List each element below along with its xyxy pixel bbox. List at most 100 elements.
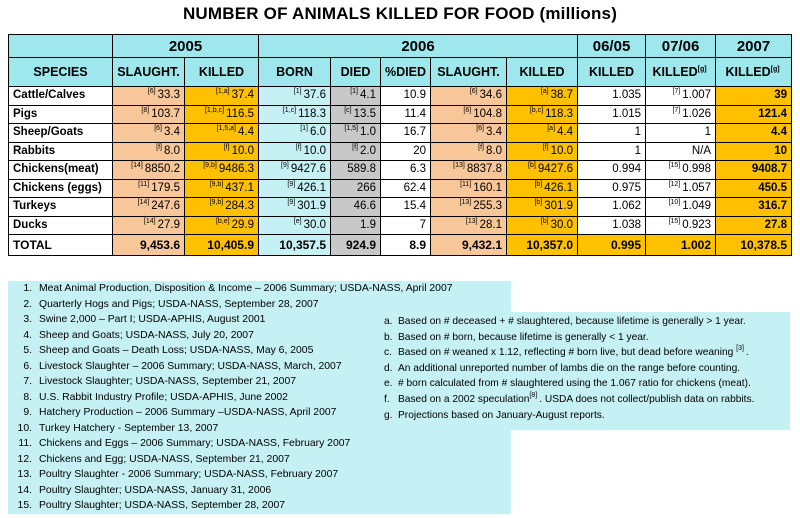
died-ref: [1,5] [344, 125, 358, 133]
species-cell: Cattle/Calves [8, 86, 113, 106]
header-died: DIED [330, 57, 381, 87]
total-born: 10,357.5 [258, 234, 331, 256]
reference-item: 10. Turkey Hatchery - September 13, 2007 [8, 421, 511, 437]
reference-item: 15. Poultry Slaughter; USDA-NASS, Septemb… [8, 498, 511, 514]
slaught-2005-cell: [14] 247.6 [112, 197, 185, 217]
reference-text: Poultry Slaughter; USDA-NASS, September … [39, 500, 286, 511]
slaught-2006-value: 34.6 [479, 89, 502, 102]
killed-2007-value: 39 [774, 89, 788, 102]
note-letter: a. [384, 316, 393, 327]
header-killed-2006: KILLED [505, 57, 579, 87]
ratio-0706-cell: [15] 0.998 [645, 160, 717, 180]
born-value: 6.0 [310, 126, 326, 139]
killed-2006-cell: [f] 10.0 [505, 141, 579, 161]
slaught-2005-cell: [6] 3.4 [112, 123, 185, 143]
died-cell: [1] 4.1 [330, 86, 381, 106]
header-killed-2007-text: KILLED [725, 64, 771, 79]
killed-2005-value: 4.4 [238, 126, 254, 139]
died-cell: 266 [330, 178, 381, 198]
killed-2007-value: 316.7 [758, 200, 788, 213]
reference-number: 3. [23, 314, 32, 325]
died-value: 589.8 [347, 163, 376, 176]
header-killed-2007-ref: [g] [770, 65, 780, 73]
born-cell: [f] 10.0 [258, 141, 331, 161]
killed-2005-cell: [9,b] 437.1 [184, 178, 259, 198]
ratio-0605-value: 0.994 [612, 163, 642, 176]
species-cell: Pigs [8, 104, 113, 124]
slaught-2006-cell: [13] 255.3 [430, 197, 507, 217]
killed-2006-cell: [b,c] 118.3 [505, 104, 579, 124]
note-text: An additional unreported number of lambs… [398, 362, 741, 374]
killed-2005-cell: [f] 10.0 [184, 141, 259, 161]
killed-2007-cell: 10 [715, 141, 793, 161]
header-killed-0706: KILLED[g] [645, 57, 717, 87]
killed-2006-value: 38.7 [550, 89, 574, 102]
total-killed-2006: 10,357.0 [505, 234, 579, 256]
reference-item: 2. Quarterly Hogs and Pigs; USDA-NASS, Se… [8, 297, 511, 313]
killed-2007-cell: 316.7 [715, 197, 793, 217]
reference-text: Quarterly Hogs and Pigs; USDA-NASS, Sept… [39, 298, 319, 310]
pct-died-value: 15.4 [403, 200, 426, 213]
reference-number: 14. [17, 484, 32, 496]
died-value: 4.1 [360, 89, 376, 102]
note-item: b. Based on # born, because lifetime is g… [384, 330, 790, 346]
slaught-2006-value: 255.3 [473, 200, 502, 213]
born-cell: [9] 301.9 [258, 197, 331, 217]
total-slaught-2006: 9,432.1 [430, 234, 507, 256]
slaught-2005-ref: [f] [156, 143, 162, 151]
references-list: 1. Meat Animal Production, Disposition & … [8, 281, 511, 514]
reference-item: 14. Poultry Slaughter; USDA-NASS, January… [8, 483, 511, 499]
killed-2007-value: 121.4 [758, 107, 788, 120]
slaught-2006-ref: [13] [459, 199, 472, 207]
slaught-2005-ref: [6] [154, 125, 162, 133]
reference-number: 7. [23, 376, 32, 387]
ratio-0706-cell: [7] 1.026 [645, 104, 717, 124]
slaught-2006-ref: [6] [463, 106, 472, 114]
total-killed-2005: 10,405.9 [184, 234, 259, 256]
ratio-0706-value: 0.998 [682, 163, 712, 176]
slaught-2005-value: 33.3 [157, 89, 180, 102]
pct-died-cell: 20 [380, 141, 431, 161]
reference-item: 4. Sheep and Goats; USDA-NASS, July 20, 2… [8, 328, 511, 344]
title-units: (millions) [539, 4, 618, 23]
born-cell: [1] 6.0 [258, 123, 331, 143]
ratio-0605-value: 1 [634, 144, 642, 157]
killed-2005-value: 37.4 [231, 89, 254, 102]
column-header-row: SPECIES SLAUGHT. KILLED BORN DIED %DIED … [8, 57, 793, 87]
slaught-2006-ref: [13] [453, 162, 465, 170]
born-ref: [1] [293, 88, 302, 96]
header-killed-0706-text: KILLED [652, 64, 698, 79]
reference-item: 12. Chickens and Egg; USDA-NASS, Septembe… [8, 452, 511, 468]
total-label: TOTAL [8, 234, 113, 256]
note-item: c. Based on # weaned x 1.12, reflecting #… [384, 345, 790, 361]
pct-died-cell: 16.7 [380, 123, 431, 143]
slaught-2005-cell: [14] 27.9 [112, 215, 185, 235]
killed-2006-value: 301.9 [544, 200, 574, 213]
killed-2006-ref: [f] [542, 143, 549, 151]
killed-2007-cell: 4.4 [715, 123, 793, 143]
born-value: 118.3 [298, 107, 326, 120]
note-text: Based on # weaned x 1.12, reflecting # b… [398, 347, 737, 359]
total-killed-2007: 10,378.5 [715, 234, 793, 256]
ratio-0605-cell: 1 [577, 141, 647, 161]
slaught-2005-value: 8.0 [164, 144, 180, 157]
ratio-0706-value: 0.923 [682, 218, 712, 231]
reference-number: 6. [23, 360, 32, 372]
pct-died-cell: 6.3 [380, 160, 431, 180]
reference-item: 6. Livestock Slaughter – 2006 Summary; US… [8, 359, 511, 375]
reference-text: Livestock Slaughter; USDA-NASS, Septembe… [39, 376, 297, 387]
died-value: 46.6 [353, 200, 376, 213]
table-row: Ducks [14] 27.9 [b,e] 29.9 [e] 30.0 1.9 7 [13] 28.… [8, 215, 793, 235]
slaught-2006-cell: [13] 8837.8 [430, 160, 507, 180]
died-ref: [1] [350, 88, 358, 96]
reference-text: Sheep and Goats; USDA-NASS, July 20, 200… [39, 329, 254, 341]
slaught-2006-cell: [13] 28.1 [430, 215, 507, 235]
ratio-0706-cell: [10] 1.049 [645, 197, 717, 217]
ratio-0605-cell: 1.062 [577, 197, 647, 217]
ratio-0605-cell: 0.994 [577, 160, 647, 180]
note-text: Based on # deceased + # slaughtered, bec… [398, 316, 746, 327]
species-cell: Sheep/Goats [8, 123, 113, 143]
died-cell: [1,5] 1.0 [330, 123, 381, 143]
ratio-0706-value: 1 [704, 126, 712, 139]
reference-item: 7. Livestock Slaughter; USDA-NASS, Septem… [8, 374, 511, 390]
